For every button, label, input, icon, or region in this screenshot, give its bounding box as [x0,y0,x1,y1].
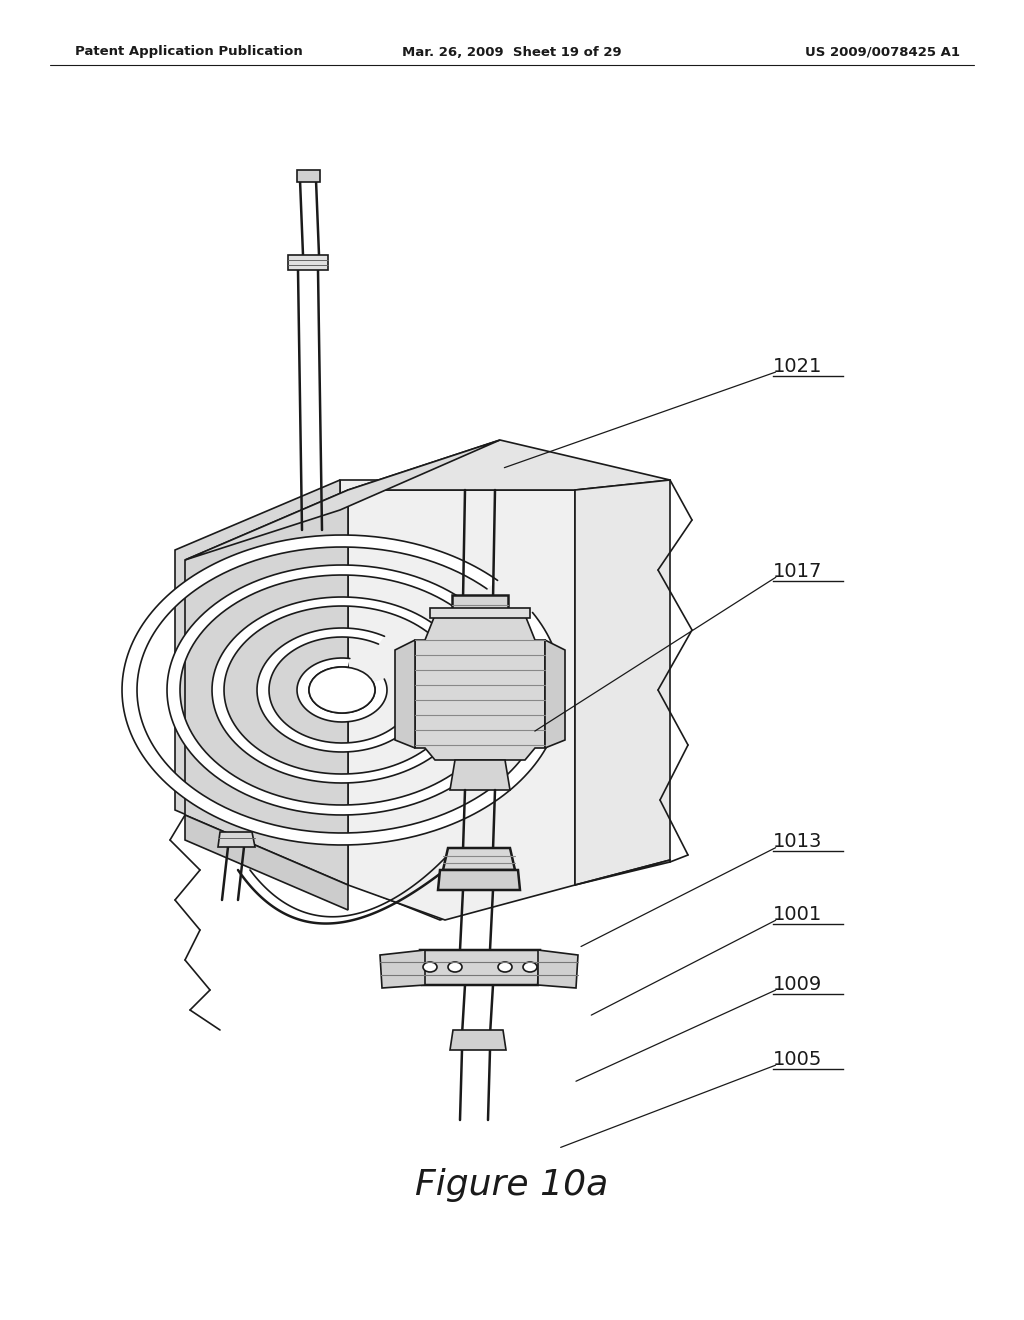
Polygon shape [450,760,510,789]
Polygon shape [288,255,328,271]
Text: 1013: 1013 [773,833,822,851]
Ellipse shape [498,962,512,972]
Polygon shape [167,565,517,814]
Polygon shape [340,480,570,920]
Polygon shape [218,832,255,847]
Text: 1009: 1009 [773,975,822,994]
Polygon shape [430,609,530,618]
Ellipse shape [309,667,375,713]
Polygon shape [415,615,545,760]
Polygon shape [380,950,425,987]
Polygon shape [538,950,578,987]
Polygon shape [185,490,348,884]
Polygon shape [175,480,340,880]
Polygon shape [212,597,472,783]
Ellipse shape [523,962,537,972]
Ellipse shape [449,962,462,972]
Text: US 2009/0078425 A1: US 2009/0078425 A1 [805,45,961,58]
Polygon shape [122,535,562,845]
Text: 1017: 1017 [773,562,822,581]
Polygon shape [297,170,319,182]
Text: Mar. 26, 2009  Sheet 19 of 29: Mar. 26, 2009 Sheet 19 of 29 [402,45,622,58]
Text: Figure 10a: Figure 10a [416,1168,608,1203]
Polygon shape [575,480,670,884]
Polygon shape [348,440,670,490]
Polygon shape [395,640,415,748]
Polygon shape [257,628,427,752]
Polygon shape [185,440,500,560]
Text: 1005: 1005 [773,1051,822,1069]
Polygon shape [452,595,508,615]
Polygon shape [443,847,515,870]
Polygon shape [575,861,670,884]
Text: Patent Application Publication: Patent Application Publication [75,45,303,58]
Polygon shape [438,870,520,890]
Polygon shape [420,950,540,985]
Polygon shape [185,814,348,909]
Text: 1021: 1021 [773,358,822,376]
Polygon shape [297,657,387,722]
Polygon shape [450,1030,506,1049]
Polygon shape [545,640,565,748]
Ellipse shape [423,962,437,972]
Text: 1001: 1001 [773,906,822,924]
Polygon shape [348,490,575,920]
